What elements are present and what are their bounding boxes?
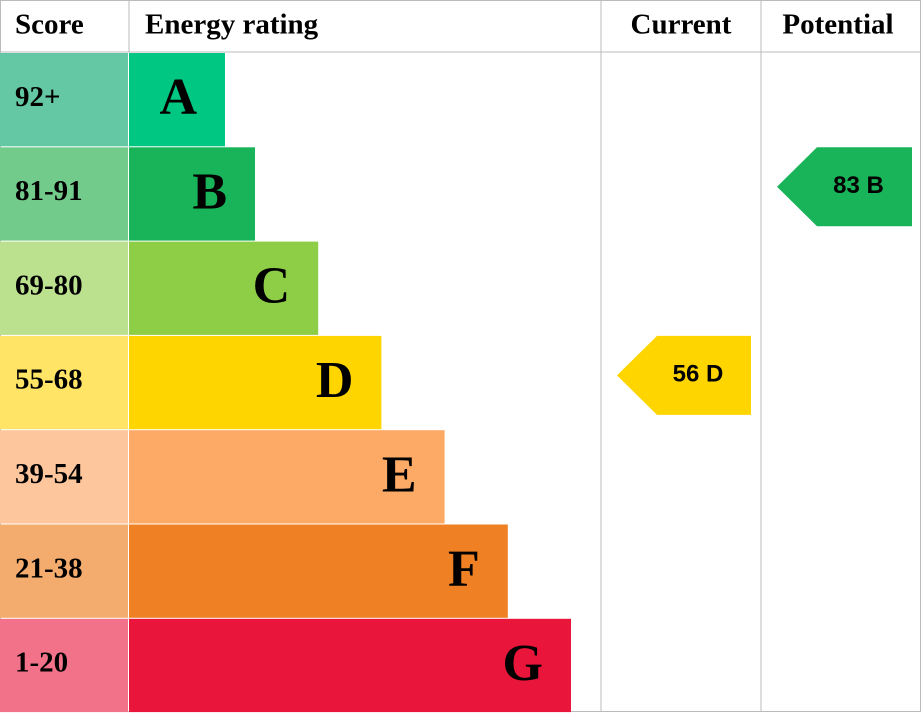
score-cell [0, 147, 128, 241]
rating-bar [129, 241, 319, 335]
score-label: 1-20 [15, 647, 68, 679]
rating-bar [129, 524, 508, 618]
rating-letter: B [192, 163, 227, 220]
potential-label: 83 B [833, 172, 884, 199]
header-current: Current [631, 9, 732, 41]
score-label: 81-91 [15, 175, 83, 207]
header-potential: Potential [782, 9, 893, 41]
rating-bar [129, 335, 382, 430]
score-cell [0, 53, 128, 147]
rating-letter: D [316, 352, 354, 409]
score-label: 69-80 [15, 269, 83, 301]
rating-letter: G [503, 635, 543, 692]
rating-bar [129, 53, 225, 147]
score-cell [0, 335, 128, 430]
rating-letter: C [253, 258, 291, 315]
potential-arrow [777, 147, 912, 227]
score-label: 39-54 [15, 458, 83, 490]
score-cell [0, 524, 128, 618]
rating-bar [129, 147, 255, 241]
current-arrow [617, 335, 751, 415]
rating-letter: E [382, 446, 417, 503]
rating-bar [129, 430, 445, 524]
header-rating: Energy rating [145, 9, 319, 41]
score-label: 21-38 [15, 552, 83, 584]
rating-letter: F [448, 541, 480, 598]
header-score: Score [15, 9, 84, 41]
score-cell [0, 241, 128, 335]
score-cell [0, 618, 128, 713]
rating-bar [129, 618, 571, 713]
score-label: 92+ [15, 81, 61, 113]
score-cell [0, 430, 128, 524]
score-label: 55-68 [15, 364, 83, 396]
rating-letter: A [159, 69, 197, 126]
current-label: 56 D [673, 361, 724, 388]
